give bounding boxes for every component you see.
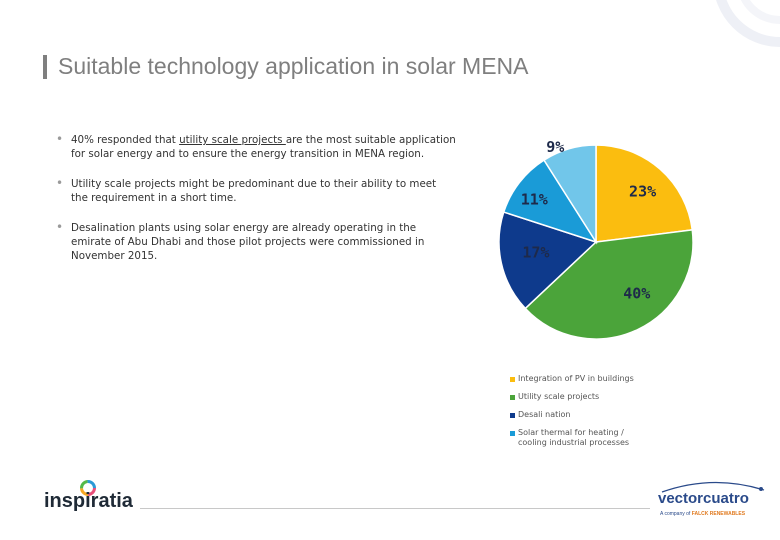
legend-label: Solar thermal for heating / bbox=[518, 428, 624, 437]
legend-item-utility-scale: Utility scale projects bbox=[510, 392, 634, 402]
bullet-item-1: • 40% responded that utility scale proje… bbox=[56, 132, 456, 161]
legend-label-line2: cooling industrial processes bbox=[518, 438, 630, 447]
inspiratia-logo-text: inspiratia bbox=[44, 490, 133, 512]
chart-legend: Integration of PV in buildings Utility s… bbox=[510, 374, 634, 456]
legend-item-desalination: Desali nation bbox=[510, 410, 634, 420]
pie-slice-1 bbox=[524, 229, 694, 340]
vectorcuatro-tagline: A company of FALCK RENEWABLES bbox=[660, 511, 745, 517]
vectorcuatro-logo: vectorcuatro A company of FALCK RENEWABL… bbox=[658, 480, 768, 525]
bullet-dot-icon: • bbox=[56, 176, 64, 190]
inspiratia-logo: inspiratia bbox=[44, 478, 140, 518]
vectorcuatro-arc-icon bbox=[661, 481, 765, 493]
legend-label: Desali nation bbox=[518, 410, 571, 419]
pie-data-label-4: 9% bbox=[546, 138, 564, 156]
pie-slice-4 bbox=[542, 144, 597, 245]
inspiratia-ring-icon bbox=[80, 480, 96, 496]
bullet-2-text: Utility scale projects might be predomin… bbox=[71, 178, 437, 204]
bullet-item-3: • Desalination plants using solar energy… bbox=[56, 220, 456, 263]
bullet-1-underlined: utility scale projects bbox=[179, 134, 286, 146]
bullet-dot-icon: • bbox=[56, 220, 64, 234]
pie-data-label-3: 11% bbox=[521, 190, 548, 208]
bullet-1-pre: 40% responded that bbox=[71, 134, 180, 146]
legend-label: Integration of PV in buildings bbox=[518, 374, 634, 383]
legend-item-pv-buildings: Integration of PV in buildings bbox=[510, 374, 634, 384]
slide-title: Suitable technology application in solar… bbox=[58, 53, 529, 79]
pie-data-label-0: 23% bbox=[629, 183, 656, 201]
bullet-list: • 40% responded that utility scale proje… bbox=[56, 132, 456, 279]
pie-slices bbox=[498, 144, 694, 340]
legend-item-solar-thermal: Solar thermal for heating / cooling indu… bbox=[510, 428, 634, 448]
bullet-1-post: are the most suitable application for so… bbox=[71, 134, 456, 160]
footer-divider bbox=[140, 508, 650, 509]
legend-label: Utility scale projects bbox=[518, 392, 600, 401]
legend-swatch bbox=[510, 395, 515, 400]
pie-data-label-2: 17% bbox=[522, 244, 549, 262]
pie-labels: 23% 40% 17% 11% 9% bbox=[521, 138, 656, 303]
bullet-dot-icon: • bbox=[56, 132, 64, 146]
tagline-brand: FALCK RENEWABLES bbox=[691, 511, 746, 517]
pie-slice-3 bbox=[502, 159, 598, 244]
tagline-pre: A company of bbox=[660, 511, 692, 517]
legend-swatch bbox=[510, 413, 515, 418]
legend-swatch bbox=[510, 431, 515, 436]
bullet-3-text: Desalination plants using solar energy a… bbox=[71, 222, 425, 262]
pie-data-label-1: 40% bbox=[623, 285, 650, 303]
title-accent-bar bbox=[43, 55, 47, 79]
legend-swatch bbox=[510, 377, 515, 382]
pie-slice-2 bbox=[498, 211, 598, 310]
vectorcuatro-logo-text: vectorcuatro bbox=[658, 490, 749, 507]
pie-slice-0 bbox=[595, 144, 694, 243]
bullet-item-2: • Utility scale projects might be predom… bbox=[56, 176, 456, 205]
